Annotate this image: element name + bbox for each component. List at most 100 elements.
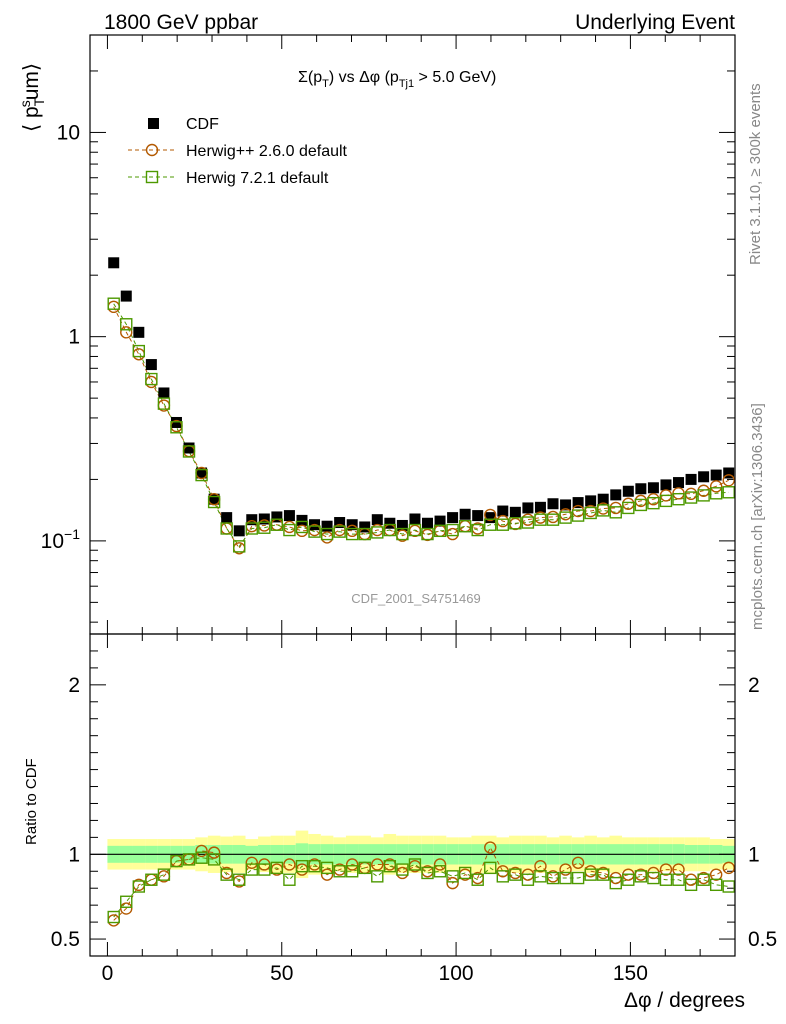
data-point-top (534, 513, 547, 526)
data-point-ratio (659, 873, 673, 886)
data-point-top (183, 442, 195, 454)
plot-title: Σ(pT) vs Δφ (pTj1 > 5.0 GeV) (298, 69, 496, 90)
data-point-ratio (195, 851, 208, 864)
data-point-top (258, 521, 271, 534)
data-point-ratio (371, 858, 384, 871)
data-point-top (622, 501, 635, 515)
data-point-top (634, 498, 648, 512)
data-point-ratio (371, 870, 384, 883)
data-point-top (120, 318, 133, 331)
data-point-ratio (120, 895, 133, 908)
data-point-top (459, 508, 471, 520)
data-point-ratio (245, 863, 258, 876)
data-point-top (220, 522, 233, 535)
data-point-top (246, 514, 258, 526)
data-point-ratio (120, 902, 133, 915)
data-point-ratio (571, 871, 585, 885)
series-line-ratio (113, 846, 729, 921)
data-point-top (585, 495, 597, 507)
data-point-top (133, 326, 145, 338)
data-point-ratio (534, 859, 547, 873)
data-point-top (534, 501, 546, 513)
data-point-ratio (709, 868, 723, 881)
data-point-top (208, 493, 220, 505)
data-point-top (685, 473, 697, 485)
data-point-top (396, 527, 409, 541)
legend-marker-cdf (148, 118, 159, 129)
data-point-ratio (258, 863, 271, 876)
data-point-top (672, 493, 685, 506)
data-point-top (521, 516, 535, 529)
mcplots-info: mcplots.cern.ch [arXiv:1306.3436] (749, 403, 766, 630)
data-point-top (157, 397, 171, 410)
data-point-ratio (446, 876, 459, 890)
data-point-top (647, 496, 660, 510)
data-point-top (220, 522, 233, 535)
axis-ticks (90, 34, 735, 956)
data-point-ratio (233, 873, 246, 886)
data-point-ratio (157, 868, 171, 881)
data-point-top (233, 525, 245, 537)
data-point-top (334, 517, 346, 529)
data-point-ratio (195, 844, 208, 858)
data-point-top (559, 511, 572, 524)
data-point-top (296, 514, 308, 526)
data-point-top (446, 523, 459, 537)
series-lines (113, 303, 729, 921)
data-point-ratio (345, 865, 359, 878)
y-tick-label-ratio-left: 0.5 (51, 928, 80, 951)
data-point-top (283, 510, 295, 522)
data-point-top (673, 477, 685, 489)
data-point-top (170, 416, 182, 428)
data-point-top (320, 527, 334, 541)
bottom-ylabel: Ratio to CDF (23, 758, 40, 845)
legend-label-herwigpp: Herwig++ 2.6.0 default (186, 143, 348, 160)
data-point-ratio (622, 873, 635, 886)
data-point-top (447, 512, 459, 524)
data-point-ratio (484, 841, 497, 854)
data-point-ratio (320, 861, 334, 875)
y-tick-label-ratio-right: 2 (748, 674, 760, 697)
data-point-ratio (283, 858, 296, 871)
data-point-top (283, 520, 296, 534)
data-point-top (698, 471, 710, 483)
data-point-ratio (722, 880, 735, 893)
data-point-ratio (433, 865, 447, 878)
data-point-top (295, 520, 309, 534)
data-point-ratio (722, 861, 735, 875)
data-point-top (521, 513, 535, 526)
data-point-ratio (584, 868, 597, 881)
data-point-top (472, 510, 484, 522)
data-point-top (609, 506, 622, 519)
legend-marker-herwig7 (145, 170, 159, 184)
data-point-top (597, 504, 610, 517)
data-point-ratio (295, 859, 309, 873)
data-point-top (547, 498, 559, 510)
data-point-ratio (358, 861, 371, 875)
data-point-top (182, 445, 196, 458)
data-point-top (408, 523, 422, 537)
y-tick-label-top: 1 (68, 326, 80, 349)
data-point-top (409, 513, 421, 525)
data-point-top (433, 524, 447, 538)
data-point-ratio (270, 861, 284, 875)
legend-label-cdf: CDF (186, 116, 219, 133)
data-point-top (107, 297, 120, 310)
data-point-ratio (170, 854, 183, 868)
data-point-top (120, 326, 133, 339)
tick-labels: 0 50 100 150 10−1 1 10 0.5 0.5 1 1 2 2 (41, 121, 778, 985)
legend-entry-herwig7: Herwig 7.2.1 default (128, 170, 329, 187)
data-point-ratio (697, 873, 710, 886)
data-point-top (396, 519, 408, 531)
legend: CDF Herwig++ 2.6.0 default Herwig 7.2.1 … (128, 116, 348, 187)
data-point-ratio (145, 873, 158, 886)
data-point-ratio (396, 863, 409, 876)
data-point-top (509, 517, 522, 530)
data-point-top (522, 502, 534, 514)
data-point-top (722, 486, 735, 499)
x-axis-label: Δφ / degrees (624, 989, 745, 1012)
data-point-ratio (308, 859, 321, 873)
data-point-top (597, 493, 609, 505)
data-point-ratio (433, 858, 447, 871)
